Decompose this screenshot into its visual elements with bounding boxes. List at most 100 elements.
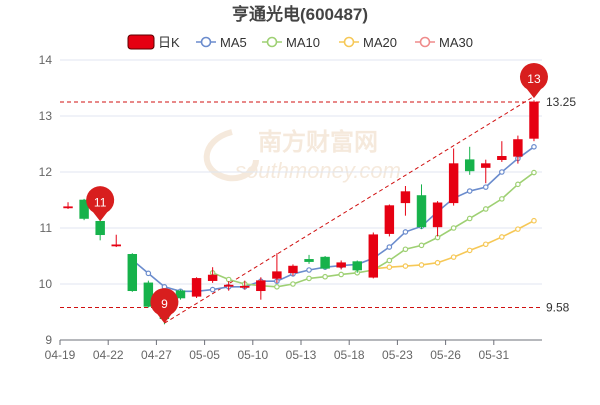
ma20-point <box>466 247 473 254</box>
y-tick-label: 13 <box>39 109 53 123</box>
ma5-point <box>145 270 152 277</box>
legend-line-marker <box>266 36 278 48</box>
y-tick-label: 14 <box>39 53 53 67</box>
watermark-url: southmoney.com <box>235 158 401 183</box>
ma5-point <box>482 184 489 190</box>
ma10-point <box>402 246 409 253</box>
ma10-point <box>274 283 280 290</box>
ma10-point <box>418 242 425 249</box>
legend-line-marker <box>343 36 355 48</box>
ma5-point <box>209 286 216 293</box>
y-tick-label: 9 <box>45 333 52 347</box>
candle-body <box>272 271 282 279</box>
ma20-point <box>499 234 505 240</box>
ma5-point <box>386 244 393 250</box>
x-tick-label: 05-05 <box>189 348 220 362</box>
x-tick-label: 04-22 <box>93 348 124 362</box>
candle-body <box>63 206 73 209</box>
marker-pin <box>86 186 115 222</box>
x-tick-label: 05-18 <box>334 348 365 362</box>
watermark-swoosh <box>203 129 259 182</box>
x-tick-label: 05-23 <box>382 348 413 362</box>
marker-label: 13 <box>527 72 541 86</box>
watermark-text: 南方财富网 <box>258 128 378 156</box>
candle-body <box>336 262 346 268</box>
ma10-point <box>499 196 505 202</box>
ma5-point <box>466 188 473 194</box>
candle-body <box>111 244 121 247</box>
ma5-point <box>402 229 409 235</box>
reference-label: 9.58 <box>546 301 570 315</box>
ma10-point <box>531 169 537 176</box>
candle-body <box>368 234 379 278</box>
candle-body <box>481 163 491 168</box>
candle-body <box>127 254 138 292</box>
ma20-point <box>434 259 441 266</box>
candle-body <box>400 191 411 204</box>
candle-body <box>288 265 298 274</box>
ma20-point <box>450 254 457 260</box>
candle-body <box>513 139 523 157</box>
ma10-point <box>515 181 521 188</box>
y-tick-label: 12 <box>39 165 53 179</box>
ma20-point <box>386 264 393 271</box>
ma10-point <box>306 275 312 282</box>
candle-body <box>304 259 314 262</box>
x-tick-label: 05-10 <box>237 348 268 362</box>
y-axis: 9 10 11 12 13 14 <box>39 53 53 347</box>
x-tick-label: 04-19 <box>45 348 76 362</box>
candle-body <box>352 261 362 271</box>
marker-pin <box>150 288 179 324</box>
candle-body <box>529 101 539 139</box>
ma20-point <box>482 241 489 248</box>
x-tick-label: 05-13 <box>286 348 317 362</box>
reference-label: 13.25 <box>546 95 576 109</box>
candle-body <box>416 195 427 228</box>
ma10-point <box>450 225 457 231</box>
x-tick-label: 04-27 <box>141 348 172 362</box>
ma10-point <box>386 257 393 264</box>
watermark-logo: 南方财富网 southmoney.com <box>203 128 401 183</box>
candle-body <box>240 285 250 288</box>
candle-body <box>320 256 330 269</box>
legend-line-marker <box>200 36 212 48</box>
candle-body <box>448 163 459 204</box>
candle-body <box>464 159 475 172</box>
ma10-point <box>225 276 232 283</box>
marker-label: 11 <box>94 195 107 209</box>
candle-body <box>497 156 507 160</box>
ma20-point <box>515 226 521 232</box>
legend-label: 日K <box>158 35 180 50</box>
x-tick-label: 05-26 <box>430 348 461 362</box>
candle-body <box>79 199 89 219</box>
candle-body <box>223 284 234 287</box>
marker-pin <box>519 62 548 99</box>
x-axis: 04-19 04-22 04-27 05-05 05-10 05-13 05-18 05-23… <box>45 339 542 362</box>
legend-kline-swatch <box>127 34 155 50</box>
chart-legend: 日K MA5 MA10 MA20 MA30 <box>127 34 473 50</box>
legend-label: MA20 <box>363 35 397 50</box>
y-tick-label: 11 <box>40 221 53 235</box>
candle-body <box>432 202 443 228</box>
legend-line-marker <box>419 36 431 48</box>
ma20-point <box>418 262 425 268</box>
candle-body <box>207 274 218 281</box>
ma20-point <box>531 217 537 224</box>
candle-body <box>95 220 105 236</box>
chart-title: 亨通光电(600487) <box>232 4 368 24</box>
extreme-markers: 11 9 13 <box>86 62 548 324</box>
candle-body <box>384 205 395 234</box>
legend-label: MA10 <box>286 35 320 50</box>
ma5-point <box>499 169 505 175</box>
marker-label: 9 <box>161 297 168 311</box>
candles <box>63 100 539 325</box>
candle-body <box>191 278 202 297</box>
legend-label: MA5 <box>220 35 247 50</box>
legend-label: MA30 <box>439 35 473 50</box>
ma5-point <box>531 144 537 150</box>
ma10-point <box>290 281 296 287</box>
ma10-point <box>466 215 473 222</box>
ma10-point <box>338 271 344 278</box>
